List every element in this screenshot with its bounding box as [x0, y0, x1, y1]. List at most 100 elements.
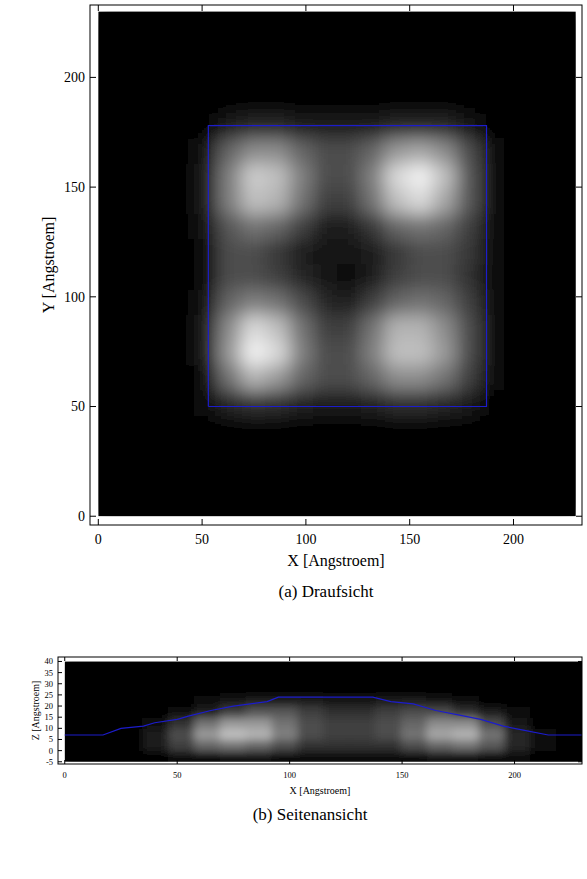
heatmap-cell [401, 661, 427, 673]
heatmap-cell [242, 365, 266, 391]
x-tick [177, 760, 178, 764]
heatmap-cell [427, 751, 453, 762]
heatmap-cell [168, 673, 194, 685]
y-tick-label: 50 [71, 399, 85, 414]
heatmap-cell [337, 314, 361, 340]
heatmap-cell [456, 62, 480, 88]
heatmap-cell [265, 239, 289, 265]
heatmap-cell [194, 415, 218, 441]
heatmap-cell [385, 264, 409, 290]
heatmap-cell [265, 163, 289, 189]
heatmap-cell [220, 739, 246, 751]
heatmap-cell [289, 314, 313, 340]
heatmap-cell [91, 661, 117, 673]
heatmap-cell [170, 340, 194, 366]
heatmap-cell [242, 415, 266, 441]
heatmap-cell [168, 751, 194, 762]
y-tick [58, 694, 62, 695]
heatmap-cell [194, 441, 218, 467]
heatmap-cell [194, 213, 218, 239]
heatmap-cell [361, 264, 385, 290]
figure: 050100150200050100150200X [Angstroem]Y [… [0, 0, 587, 879]
heatmap-cell [98, 289, 122, 315]
heatmap-cell [409, 314, 433, 340]
heatmap-cell [504, 728, 530, 740]
heatmap-cell [401, 717, 427, 729]
heatmap-cell [504, 239, 528, 265]
heatmap-cell [246, 717, 272, 729]
heatmap-cell [401, 695, 427, 707]
heatmap-cell [289, 340, 313, 366]
heatmap-cell [91, 684, 117, 696]
heatmap-cell [98, 12, 122, 38]
heatmap-cell [337, 466, 361, 492]
heatmap-cell [313, 188, 337, 214]
heatmap-cell [337, 163, 361, 189]
heatmap-cell [349, 661, 375, 673]
heatmap-cell [313, 239, 337, 265]
x-tick-top [64, 657, 65, 661]
x-tick-label: 200 [508, 770, 521, 780]
heatmap-cell [218, 163, 242, 189]
heatmap-cell [122, 466, 146, 492]
heatmap-cell [453, 661, 479, 673]
heatmap-cell [552, 441, 576, 467]
y-tick-label: 20 [45, 701, 54, 711]
heatmap-cell [313, 163, 337, 189]
heatmap-cell [116, 706, 142, 718]
heatmap-cell [65, 673, 91, 685]
heatmap-cell [530, 673, 556, 685]
heatmap-cell [552, 390, 576, 416]
heatmap-cell [361, 289, 385, 315]
heatmap-cell [242, 138, 266, 164]
heatmap-cell [479, 728, 505, 740]
heatmap-cell [337, 415, 361, 441]
plot-area [65, 661, 582, 762]
y-tick-right [578, 706, 582, 707]
heatmap-cell [116, 751, 142, 762]
heatmap-cell [146, 239, 170, 265]
heatmap-cell [246, 684, 272, 696]
heatmap-cell [528, 239, 552, 265]
heatmap-cell [552, 163, 576, 189]
heatmap-cell [433, 188, 457, 214]
y-tick [58, 761, 62, 762]
heatmap-cell [552, 62, 576, 88]
heatmap-cell [361, 62, 385, 88]
heatmap-cell [453, 739, 479, 751]
heatmap-cell [552, 87, 576, 113]
heatmap-cell [504, 739, 530, 751]
heatmap-cell [385, 12, 409, 38]
heatmap-cell [122, 441, 146, 467]
y-tick [58, 672, 62, 673]
heatmap-cell [242, 289, 266, 315]
heatmap-cell [220, 717, 246, 729]
heatmap-cell [298, 739, 324, 751]
heatmap-cell [170, 213, 194, 239]
panel: 050100150200050100150200X [Angstroem]Y [… [40, 5, 582, 601]
heatmap-cell [528, 289, 552, 315]
heatmap-cell [504, 62, 528, 88]
heatmap-cell [98, 163, 122, 189]
heatmap-cell [385, 314, 409, 340]
heatmap-cell [361, 188, 385, 214]
heatmap-cell [98, 491, 122, 516]
heatmap-cell [361, 12, 385, 38]
heatmap-cell [409, 213, 433, 239]
heatmap-cell [170, 87, 194, 113]
heatmap-cell [242, 441, 266, 467]
heatmap-cell [194, 62, 218, 88]
heatmap-cell [194, 138, 218, 164]
heatmap-cell [349, 706, 375, 718]
plot-area [98, 12, 576, 517]
x-axis-title: X [Angstroem] [290, 785, 351, 796]
heatmap-cell [242, 213, 266, 239]
heatmap-cell [528, 390, 552, 416]
heatmap-cell [289, 239, 313, 265]
heatmap-cell [289, 37, 313, 63]
heatmap-cell [401, 739, 427, 751]
x-tick [64, 760, 65, 764]
heatmap-cell [289, 138, 313, 164]
heatmap-cell [246, 751, 272, 762]
heatmap-cell [146, 491, 170, 516]
